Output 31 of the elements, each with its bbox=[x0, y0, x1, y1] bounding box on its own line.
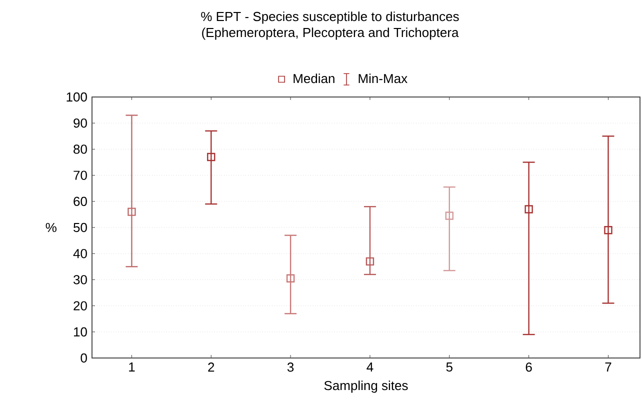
point bbox=[207, 152, 216, 162]
x-tick-label: 5 bbox=[446, 362, 452, 372]
x-tick-label: 2 bbox=[208, 362, 214, 372]
y-tick-label: 20 bbox=[74, 301, 87, 310]
point bbox=[445, 212, 454, 220]
point bbox=[604, 226, 612, 234]
chart-subtitle: (Ephemeroptera, Plecoptera and Trichoptera bbox=[202, 28, 459, 40]
point bbox=[128, 208, 136, 216]
point bbox=[286, 274, 295, 282]
y-tick-label: 40 bbox=[73, 248, 87, 258]
x-tick-label: 4 bbox=[366, 362, 374, 372]
y-tick-label: 70 bbox=[74, 170, 87, 180]
x-tick-label: 1 bbox=[129, 362, 135, 372]
y-tick-label: 100 bbox=[66, 92, 87, 102]
y-axis-title: % bbox=[46, 222, 56, 232]
x-tick-label: 7 bbox=[605, 362, 612, 372]
y-tick-label: 30 bbox=[74, 275, 87, 284]
y-tick-label: 0 bbox=[80, 353, 87, 363]
y-tick-label: 60 bbox=[74, 196, 87, 206]
legend-label: Median bbox=[294, 74, 334, 84]
y-tick-label: 50 bbox=[74, 222, 87, 232]
y-tick-label: 90 bbox=[74, 118, 87, 128]
y-tick-label: 10 bbox=[74, 327, 87, 336]
point bbox=[366, 257, 374, 266]
point bbox=[524, 205, 533, 214]
x-tick-label: 6 bbox=[526, 362, 532, 372]
x-axis-title: Sampling sites bbox=[324, 380, 408, 393]
chart-title: % EPT - Species susceptible to disturbances bbox=[201, 12, 459, 24]
y-tick-label: 80 bbox=[74, 144, 87, 154]
text: Min-Max bbox=[358, 74, 408, 84]
x-tick-label: 3 bbox=[287, 362, 294, 372]
